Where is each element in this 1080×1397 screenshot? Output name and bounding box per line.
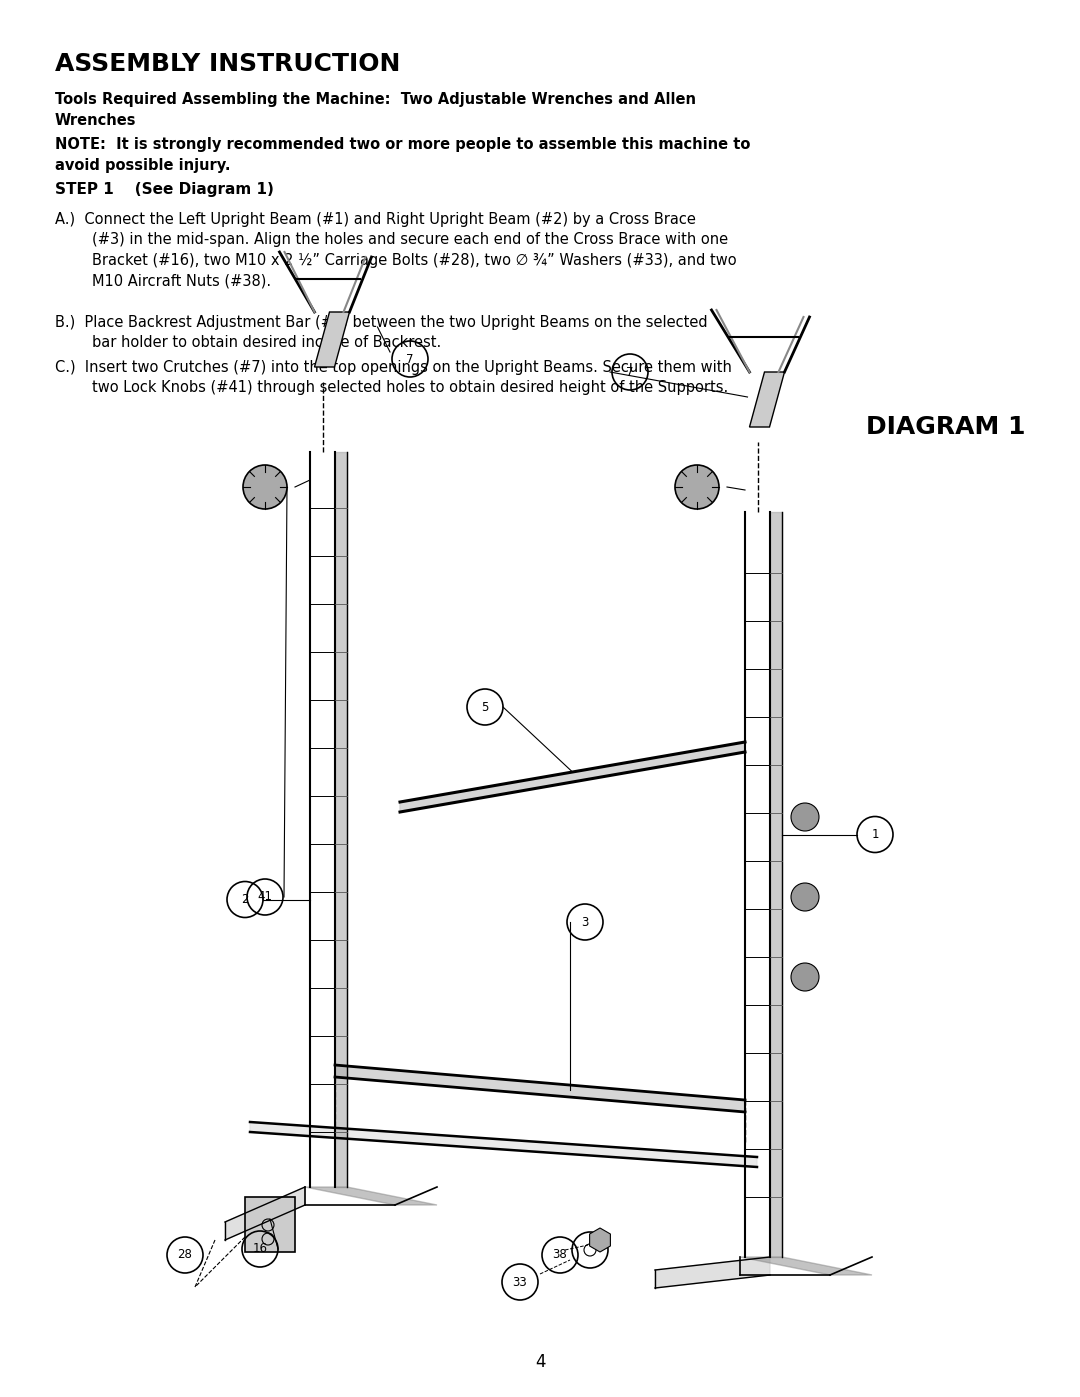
Text: Tools Required Assembling the Machine:  Two Adjustable Wrenches and Allen
Wrench: Tools Required Assembling the Machine: T… xyxy=(55,92,696,129)
Circle shape xyxy=(791,963,819,990)
Text: DIAGRAM 1: DIAGRAM 1 xyxy=(865,415,1025,439)
Polygon shape xyxy=(400,742,745,812)
Polygon shape xyxy=(740,1257,872,1275)
Text: A.)  Connect the Left Upright Beam (#1) and Right Upright Beam (#2) by a Cross B: A.) Connect the Left Upright Beam (#1) a… xyxy=(55,212,737,288)
Circle shape xyxy=(675,465,719,509)
Text: 7: 7 xyxy=(406,352,414,366)
Text: 41: 41 xyxy=(257,890,272,904)
Circle shape xyxy=(791,883,819,911)
Text: 7: 7 xyxy=(626,366,634,379)
Polygon shape xyxy=(654,1257,770,1288)
Polygon shape xyxy=(249,1122,757,1166)
Polygon shape xyxy=(335,1065,745,1112)
Text: 2: 2 xyxy=(241,893,248,907)
Text: STEP 1    (See Diagram 1): STEP 1 (See Diagram 1) xyxy=(55,182,274,197)
Text: 16: 16 xyxy=(253,1242,268,1256)
Text: 5: 5 xyxy=(482,700,488,714)
Circle shape xyxy=(243,465,287,509)
Text: 3: 3 xyxy=(581,915,589,929)
Text: 1: 1 xyxy=(872,828,879,841)
Text: C.)  Insert two Crutches (#7) into the top openings on the Upright Beams. Secure: C.) Insert two Crutches (#7) into the to… xyxy=(55,360,732,395)
Polygon shape xyxy=(305,1187,437,1206)
Polygon shape xyxy=(590,1228,610,1252)
Text: NOTE:  It is strongly recommended two or more people to assemble this machine to: NOTE: It is strongly recommended two or … xyxy=(55,137,751,173)
Text: 38: 38 xyxy=(553,1249,567,1261)
Text: 33: 33 xyxy=(513,1275,527,1288)
Text: 4: 4 xyxy=(535,1354,545,1370)
Circle shape xyxy=(791,803,819,831)
Polygon shape xyxy=(314,312,350,367)
Text: ASSEMBLY INSTRUCTION: ASSEMBLY INSTRUCTION xyxy=(55,52,401,75)
Text: B.)  Place Backrest Adjustment Bar (#5) between the two Upright Beams on the sel: B.) Place Backrest Adjustment Bar (#5) b… xyxy=(55,314,707,351)
Polygon shape xyxy=(225,1187,305,1241)
Polygon shape xyxy=(750,372,784,427)
FancyBboxPatch shape xyxy=(245,1197,295,1252)
Text: 28: 28 xyxy=(177,1249,192,1261)
